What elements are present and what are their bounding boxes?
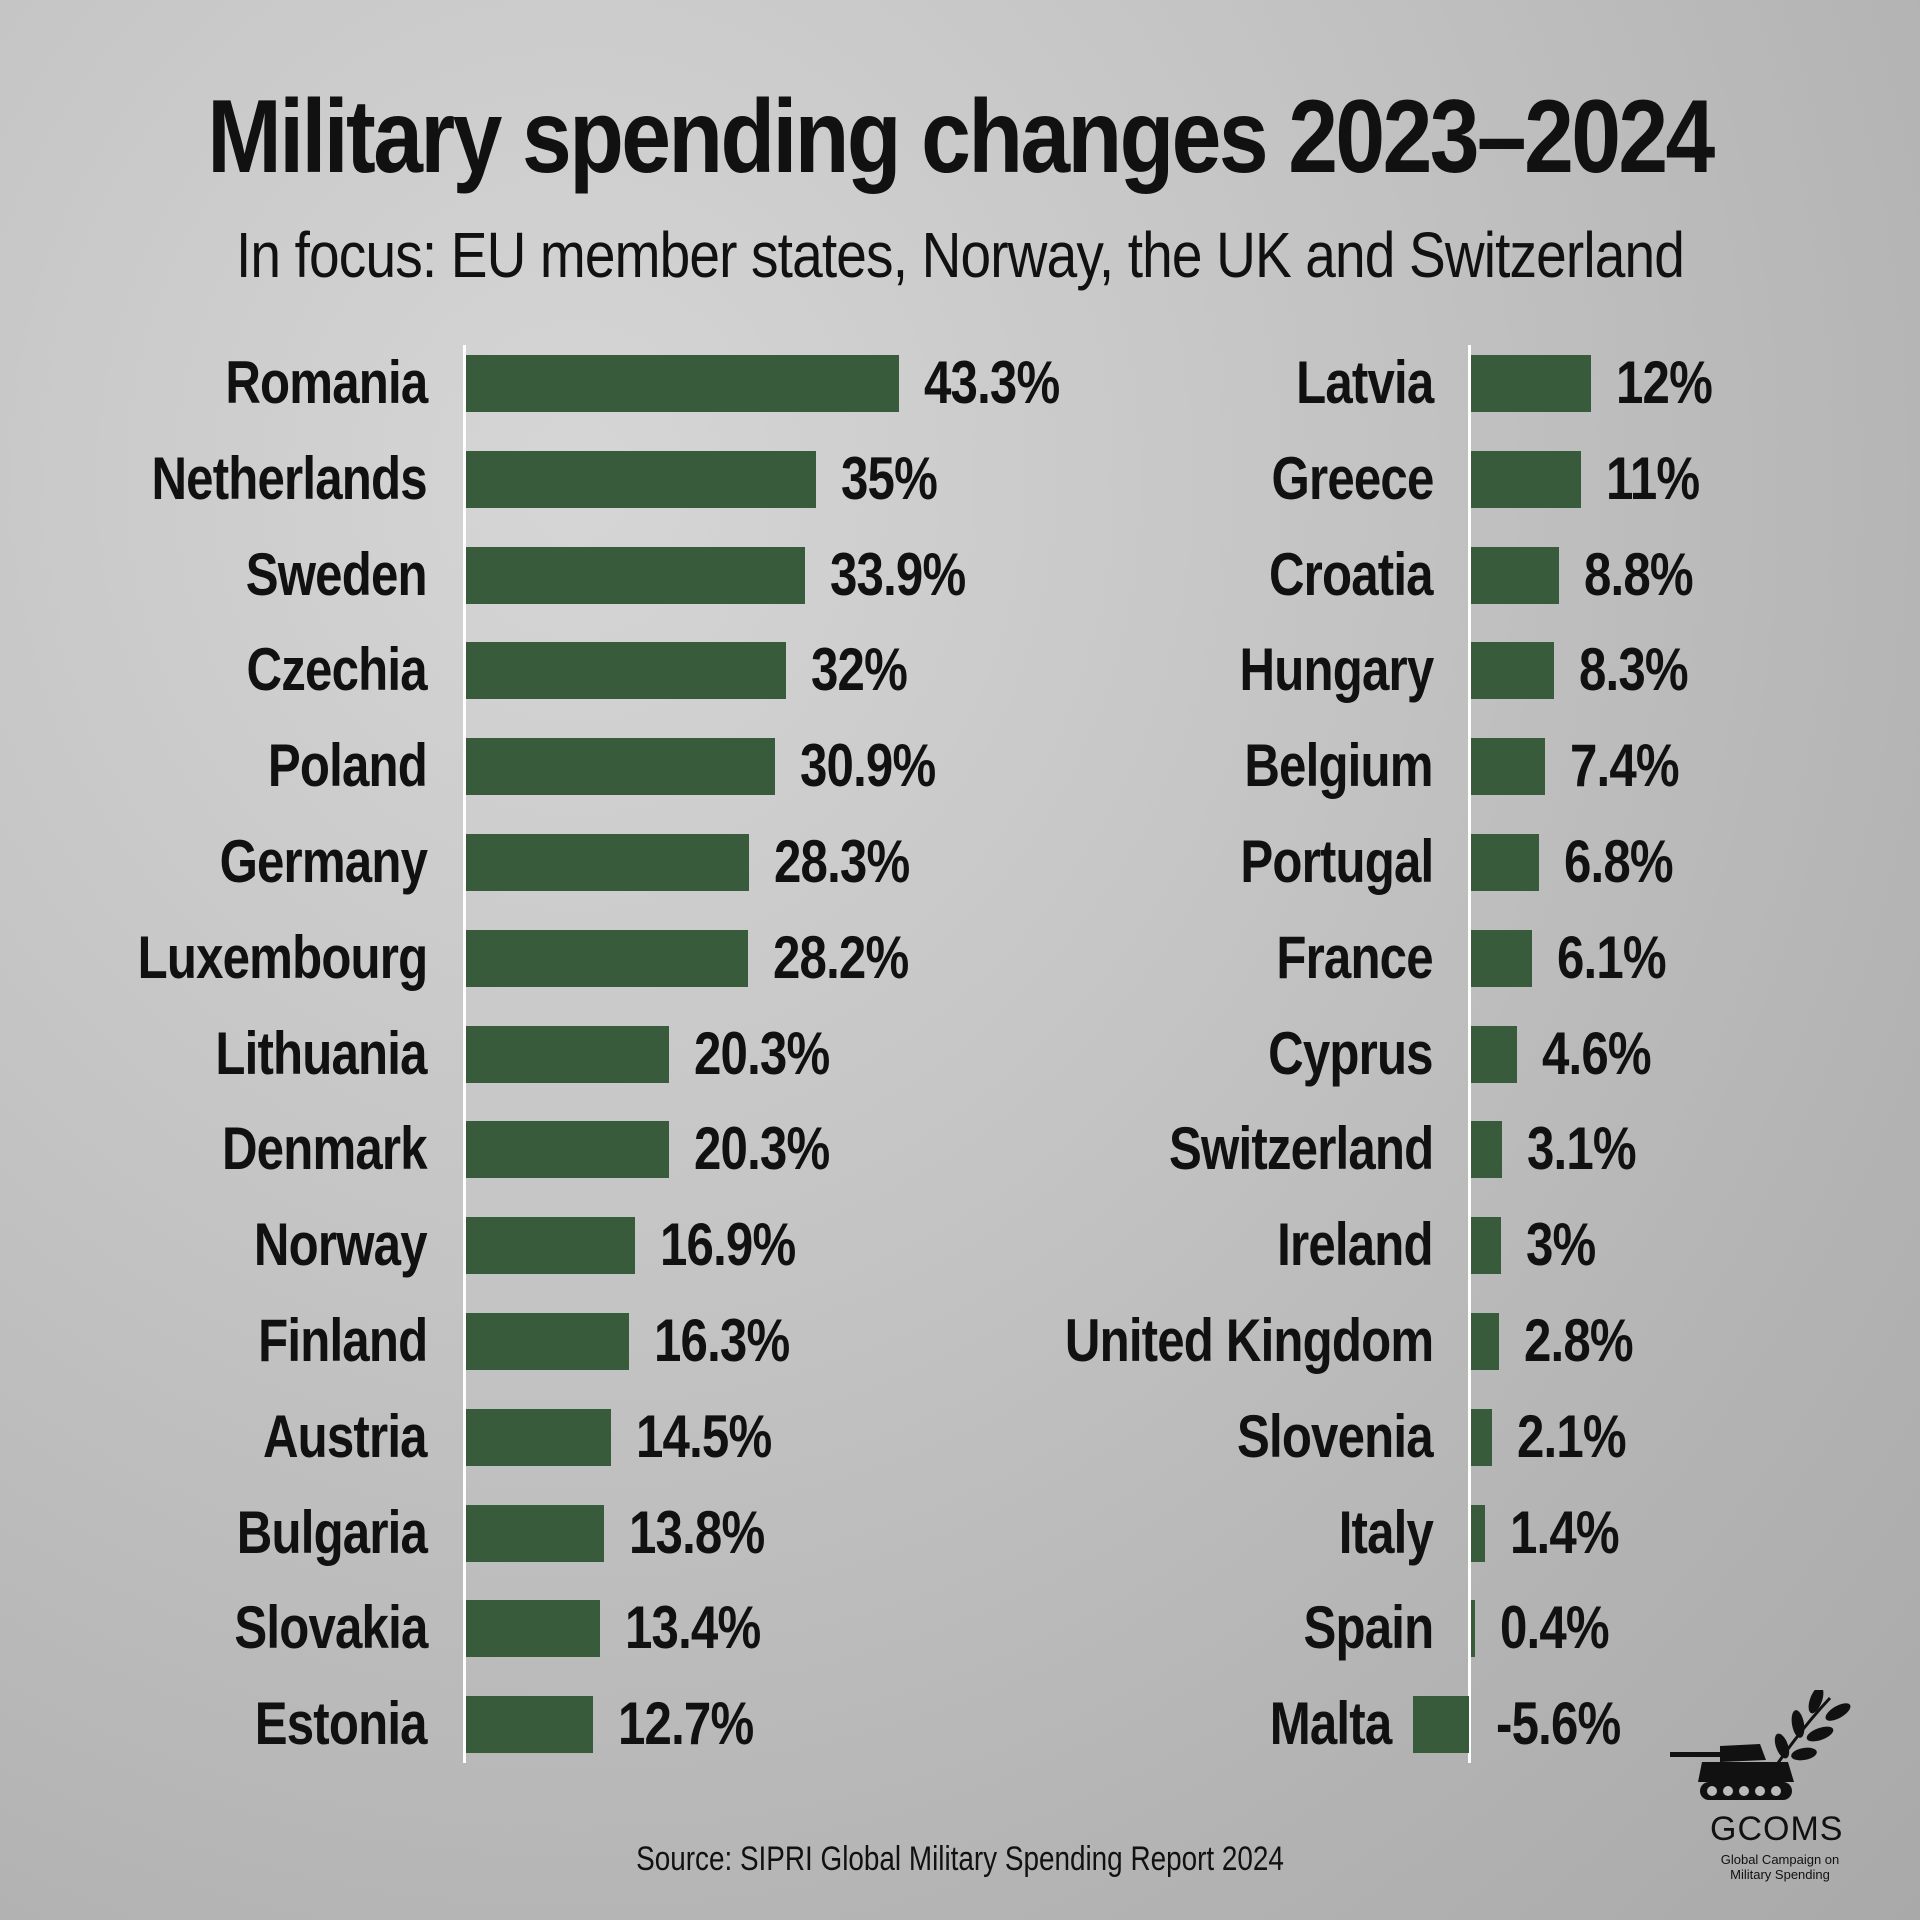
category-label: Cyprus [1268,1019,1433,1087]
bar [466,1408,611,1466]
bar [1471,355,1591,412]
value-label: 20.3% [694,1019,830,1087]
value-label: -5.6% [1496,1690,1621,1758]
value-label: 0.4% [1500,1594,1610,1662]
category-label: France [1276,923,1434,991]
value-label: 6.8% [1564,828,1674,895]
value-label: 12.7% [618,1690,754,1758]
bar [1471,929,1532,987]
value-label: 16.9% [660,1211,796,1279]
bar [466,1217,635,1275]
bar [1471,1217,1501,1275]
value-label: 28.3% [774,828,910,895]
value-label: 35% [841,444,938,512]
bar [1471,1408,1492,1466]
value-label: 33.9% [830,540,966,608]
bar [466,1504,604,1562]
category-label: Luxembourg [137,923,428,991]
bar [1471,1313,1499,1370]
category-label: Slovenia [1237,1402,1434,1470]
value-label: 20.3% [694,1115,830,1183]
category-label: Estonia [255,1690,428,1758]
bar [1471,1600,1475,1658]
bar [1471,1025,1517,1083]
category-label: Greece [1271,444,1434,512]
bar [466,546,805,604]
category-label: Bulgaria [236,1498,428,1566]
value-label: 13.8% [629,1498,765,1566]
category-label: Denmark [222,1115,428,1183]
tank-with-olive-branch-icon [1670,1690,1851,1800]
bar [466,834,749,891]
category-label: Ireland [1277,1211,1433,1279]
axis-line [463,345,466,1763]
category-label: Belgium [1244,732,1434,800]
bar [1471,1504,1485,1562]
category-label: Malta [1269,1690,1391,1758]
bar [466,642,786,700]
category-label: Italy [1338,1498,1434,1566]
category-label: Netherlands [151,444,428,512]
category-label: Austria [263,1402,428,1470]
bar [1471,642,1554,700]
category-label: Poland [267,732,428,800]
bar [466,1313,629,1370]
bar [466,1025,669,1083]
value-label: 4.6% [1542,1019,1652,1087]
value-label: 16.3% [654,1307,790,1374]
category-label: Portugal [1240,828,1434,895]
category-label: Switzerland [1168,1115,1434,1183]
category-label: Czechia [246,636,428,704]
bar [466,450,816,508]
bar [466,1121,669,1179]
value-label: 7.4% [1570,732,1680,800]
category-label: United Kingdom [1064,1307,1434,1374]
logo-tagline: Global Campaign on Military Spending [1720,1852,1840,1882]
value-label: 32% [811,636,908,704]
value-label: 6.1% [1557,923,1667,991]
value-label: 8.3% [1579,636,1689,704]
category-label: Lithuania [215,1019,428,1087]
bar [466,738,775,796]
bar [1471,738,1545,796]
value-label: 8.8% [1584,540,1694,608]
value-label: 30.9% [800,732,936,800]
bar [1471,1121,1502,1179]
value-label: 3% [1526,1211,1596,1279]
bar [1471,450,1581,508]
chart-subtitle: In focus: EU member states, Norway, the … [235,219,1685,291]
category-label: Spain [1303,1594,1434,1662]
value-label: 3.1% [1527,1115,1637,1183]
value-label: 43.3% [924,349,1060,416]
category-label: Romania [224,349,428,416]
bar [466,1696,593,1754]
bar [1471,546,1559,604]
value-label: 2.8% [1524,1307,1634,1374]
value-label: 14.5% [636,1402,772,1470]
value-label: 13.4% [625,1594,761,1662]
value-label: 2.1% [1517,1402,1627,1470]
bar [466,1600,600,1658]
category-label: Finland [257,1307,428,1374]
category-label: Germany [219,828,427,895]
category-label: Croatia [1269,540,1434,608]
value-label: 28.2% [773,923,909,991]
source-note: Source: SIPRI Global Military Spending R… [636,1840,1284,1878]
bar [466,929,748,987]
logo-name: GCOMS [1710,1810,1844,1848]
category-label: Slovakia [233,1594,428,1662]
category-label: Sweden [245,540,428,608]
value-label: 1.4% [1510,1498,1620,1566]
category-label: Latvia [1295,349,1434,416]
chart-title: Military spending changes 2023–2024 [207,79,1715,195]
bar [1471,834,1539,891]
bar [1413,1696,1469,1754]
category-label: Hungary [1239,636,1434,704]
bar [466,355,899,412]
value-label: 12% [1616,349,1713,416]
category-label: Norway [254,1211,428,1279]
axis-line [1468,345,1471,1763]
value-label: 11% [1606,444,1700,512]
